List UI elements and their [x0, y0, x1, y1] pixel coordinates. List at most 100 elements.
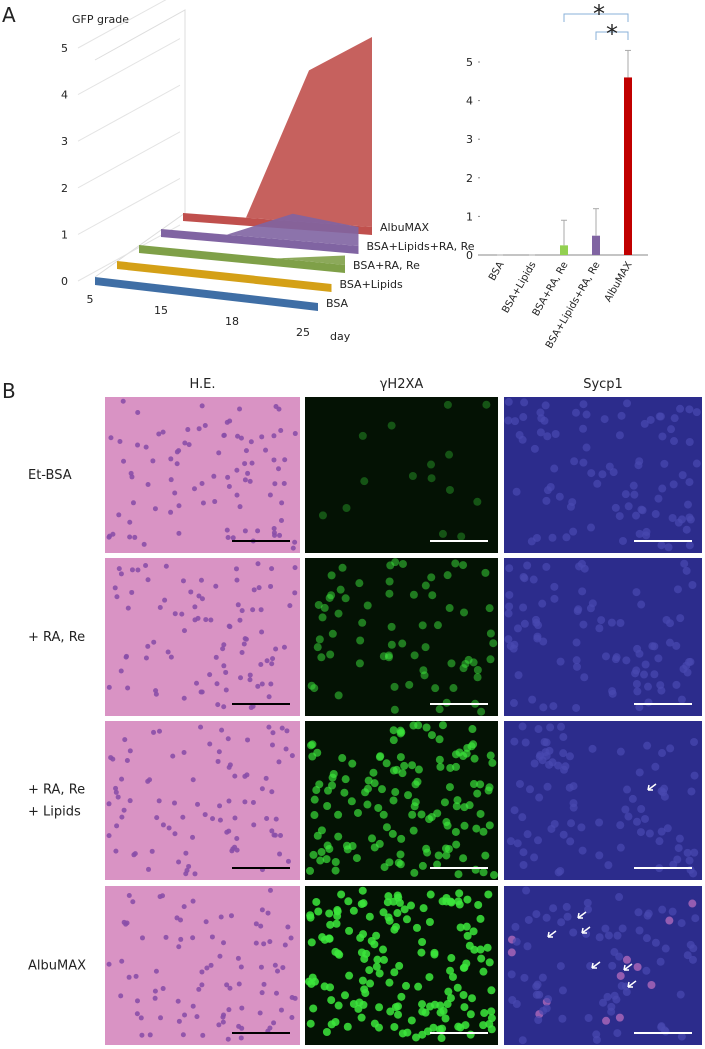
cell: [130, 899, 136, 905]
cell: [387, 421, 396, 430]
cell: [258, 964, 264, 970]
x-tick-label: BSA: [487, 260, 507, 283]
cell: [578, 587, 587, 596]
cell: [292, 539, 298, 545]
cell: [239, 1025, 245, 1031]
cell: [386, 1007, 395, 1016]
cell: [334, 949, 343, 958]
cell: [221, 940, 227, 946]
cell: [317, 848, 326, 857]
cell: [686, 657, 695, 666]
micrograph: [105, 397, 300, 553]
cell: [125, 605, 131, 611]
y-tick-label: 4: [61, 89, 68, 102]
cell: [215, 758, 221, 764]
cell: [123, 654, 129, 660]
cell: [312, 897, 321, 906]
cell: [199, 480, 205, 486]
cell: [595, 818, 604, 827]
cell: [414, 982, 423, 991]
cell: [613, 931, 622, 940]
cell: [397, 834, 406, 843]
cell: [572, 656, 581, 665]
cell: [336, 585, 345, 594]
cell: [520, 973, 529, 982]
cell: [624, 502, 633, 511]
cell: [154, 815, 160, 821]
cell: [199, 403, 205, 409]
cell: [538, 973, 547, 982]
cell: [318, 511, 327, 520]
cell: [595, 851, 604, 860]
cell: [160, 429, 166, 435]
grid-line: [77, 0, 167, 49]
cell: [688, 581, 697, 590]
cell: [572, 703, 581, 712]
cell: [463, 931, 472, 940]
cell: [218, 914, 224, 920]
series-label: BSA+Lipids+RA, Re: [367, 240, 475, 253]
cell: [292, 995, 298, 1001]
cell: [476, 780, 485, 789]
cell: [507, 970, 516, 979]
cell: [582, 929, 591, 938]
cell: [196, 426, 202, 432]
cell: [217, 817, 223, 823]
cell: [624, 812, 633, 821]
cell: [403, 1028, 412, 1037]
cell: [510, 806, 519, 815]
cell: [519, 861, 528, 870]
cell: [289, 1015, 295, 1021]
cell: [657, 541, 666, 550]
cell: [337, 890, 346, 899]
x-tick-label: 15: [154, 304, 168, 317]
cell: [532, 990, 541, 999]
cell: [386, 561, 395, 570]
cell: [310, 795, 319, 804]
cell: [281, 480, 287, 486]
cell: [243, 448, 249, 454]
cell: [152, 988, 158, 994]
cell: [542, 496, 551, 505]
cell: [338, 754, 347, 763]
cell: [360, 954, 369, 963]
cell: [202, 812, 208, 818]
cell: [509, 699, 518, 708]
cell: [202, 423, 208, 429]
cell: [195, 615, 201, 621]
cell: [122, 737, 128, 743]
cell: [172, 800, 178, 806]
cell: [181, 695, 187, 701]
cell: [515, 779, 524, 788]
cell: [417, 948, 426, 957]
cell: [347, 797, 356, 806]
cell: [124, 757, 130, 763]
cell: [331, 857, 340, 866]
cell: [370, 843, 379, 852]
cell: [532, 618, 541, 627]
cell: [216, 749, 222, 755]
cell: [558, 1014, 567, 1023]
cell: [579, 458, 588, 467]
cell: [233, 566, 239, 572]
cell: [485, 604, 494, 613]
bar: [624, 77, 632, 255]
cell: [654, 494, 663, 503]
cell: [389, 726, 398, 735]
cell: [168, 509, 174, 515]
cell: [225, 474, 231, 480]
cell: [604, 931, 613, 940]
cell: [366, 979, 375, 988]
cell: [685, 478, 694, 487]
cell: [112, 585, 118, 591]
cell: [643, 911, 652, 920]
cell: [690, 771, 699, 780]
cell: [216, 1022, 222, 1028]
cell: [455, 889, 464, 898]
cell: [573, 607, 582, 616]
cell: [199, 596, 205, 602]
cell: [455, 748, 464, 757]
cell: [269, 566, 275, 572]
cell: [158, 1015, 164, 1021]
cell: [308, 973, 317, 982]
